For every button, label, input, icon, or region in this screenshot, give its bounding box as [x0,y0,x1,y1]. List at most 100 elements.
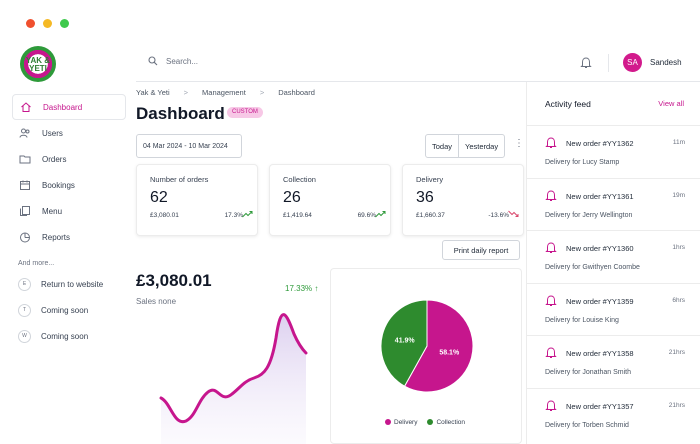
activity-order: New order #YY1359 [566,296,634,306]
collection-card: Collection 26 £1,419.64 69.6% [269,164,391,236]
activity-item[interactable]: New order #YY1360 1hrs Delivery for Gwithy… [527,230,700,283]
yesterday-button[interactable]: Yesterday [458,135,504,157]
sidebar-item-label: Return to website [41,279,104,289]
letter-badge: E [18,277,31,291]
search-placeholder: Search... [166,56,199,66]
activity-desc: Delivery for Jonathan Smith [545,369,631,376]
card-amount: £3,080.01 [150,212,179,219]
breadcrumb: Yak & Yeti > Management > Dashboard [136,88,315,97]
activity-desc: Delivery for Torben Schmid [545,421,629,429]
sidebar-item-menu[interactable]: Menu [12,198,126,224]
sidebar-item-dashboard[interactable]: Dashboard [12,94,126,120]
pie-slice-label: 58.1% [439,349,460,356]
activity-item[interactable]: New order #YY1361 19m Delivery for Jerry W… [527,177,700,231]
card-label: Delivery [416,175,444,184]
chevron-right-icon: > [259,88,265,97]
sidebar: YAK & YETI Dashboard Users Orders Bookin… [0,40,136,444]
activity-time: 21hrs [668,349,685,356]
activity-time: 19m [672,191,685,199]
activity-desc: Delivery for Jerry Wellington [545,211,633,219]
activity-time: 11m [672,139,685,146]
sidebar-item-label: Menu [42,206,63,216]
orders-card: Number of orders 62 £3,080.01 17.3% [136,164,258,236]
username[interactable]: Sandesh [650,58,682,67]
activity-order: New order #YY1362 [566,139,634,148]
bell-icon[interactable] [580,56,592,74]
today-button[interactable]: Today [432,142,453,151]
day-toggle: Today Yesterday [425,134,506,158]
sales-label: Sales none [136,297,177,306]
sales-line-chart [159,313,308,444]
breadcrumb-item[interactable]: Yak & Yeti [136,88,170,97]
bell-icon [545,241,557,259]
sidebar-item-label: Coming soon [41,331,89,341]
activity-order: New order #YY1358 [566,349,634,358]
search-input[interactable]: Search... [148,56,198,66]
print-report-button[interactable]: Print daily report [442,240,520,260]
card-amount: £1,660.37 [416,212,445,219]
activity-desc: Delivery for Gwithyen Coombe [545,264,640,271]
copy-icon [18,204,32,218]
page-title: Dashboard [136,104,225,123]
minimize-window-dot[interactable] [43,19,52,28]
close-window-dot[interactable] [26,19,35,28]
activity-list: New order #YY1362 11m Delivery for Lucy St… [527,125,700,440]
view-all-link[interactable]: View all [658,99,684,108]
activity-time: 21hrs [668,401,685,409]
avatar[interactable]: SA [623,53,642,72]
activity-item[interactable]: New order #YY1357 21hrs Delivery for Torbe… [527,387,700,441]
sidebar-item-return-to-website[interactable]: E Return to website [12,271,126,297]
activity-item[interactable]: New order #YY1362 11m Delivery for Lucy St… [527,125,700,178]
chevron-right-icon: > [183,88,189,97]
legend-item-delivery: Delivery [385,419,417,426]
card-label: Number of orders [150,175,209,184]
activity-title: Activity feed [545,99,591,109]
bell-icon [545,136,557,154]
card-value: 36 [416,189,434,206]
divider [608,54,609,72]
breadcrumb-item[interactable]: Dashboard [278,88,315,97]
pie-icon [18,230,32,244]
date-range-picker[interactable]: 04 Mar 2024 - 10 Mar 2024 [136,134,242,158]
card-change: 69.6% [357,212,376,219]
activity-item[interactable]: New order #YY1359 6hrs Delivery for Louise… [527,282,700,336]
trend-up-icon [242,210,253,220]
legend-label: Delivery [394,419,418,426]
bell-icon [545,399,557,417]
sidebar-item-coming-soon-t[interactable]: T Coming soon [12,297,126,323]
sidebar-item-label: Orders [42,154,67,164]
logo-text: YAK & YETI [25,56,51,73]
card-label: Collection [283,175,316,184]
activity-item[interactable]: New order #YY1358 21hrs Delivery for Jonat… [527,335,700,388]
activity-desc: Delivery for Lucy Stamp [545,159,620,166]
sidebar-item-users[interactable]: Users [12,120,126,146]
pie-slice-collection [380,299,428,387]
sidebar-item-reports[interactable]: Reports [12,224,126,250]
breadcrumb-item[interactable]: Management [202,88,246,97]
pie-slice-label: 41.9% [395,338,416,345]
section-label: And more... [18,260,55,267]
more-vertical-icon[interactable]: ⋮ [514,138,524,149]
custom-badge: CUSTOM [227,107,263,118]
bell-icon [545,346,557,364]
sidebar-item-label: Users [42,128,63,138]
sidebar-item-orders[interactable]: Orders [12,146,126,172]
home-icon [19,100,33,114]
pie-chart-card: 58.1% 41.9% Delivery Collection [330,268,522,444]
sidebar-item-label: Bookings [42,180,75,190]
maximize-window-dot[interactable] [60,19,69,28]
brand-logo[interactable]: YAK & YETI [20,46,56,82]
legend-label: Collection [436,419,466,426]
sidebar-nav: Dashboard Users Orders Bookings Menu Rep… [12,94,126,349]
delivery-card: Delivery 36 £1,660.37 -13.6% [402,164,524,236]
sidebar-item-coming-soon-w[interactable]: W Coming soon [12,323,126,349]
search-icon [148,56,158,66]
calendar-icon [18,178,32,192]
sales-change: 17.33% ↑ [285,284,319,293]
activity-order: New order #YY1360 [566,244,634,253]
card-change: -13.6% [488,212,509,219]
legend-item-collection: Collection [427,419,465,426]
sidebar-item-bookings[interactable]: Bookings [12,172,126,198]
activity-order: New order #YY1357 [566,401,634,411]
